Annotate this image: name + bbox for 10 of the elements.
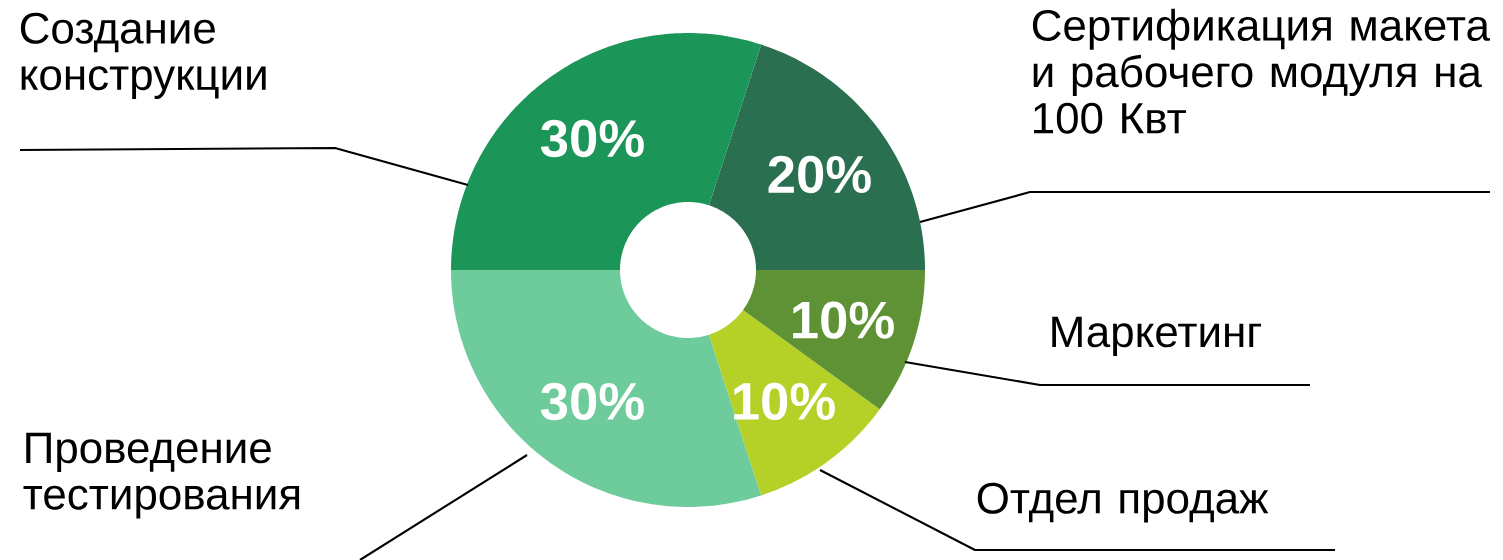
slice-label: Создание конструкции — [20, 12, 266, 99]
data-label: 30% — [540, 119, 644, 158]
slice-label: Сертификация макета и рабочего модуля на 100 Квт — [1032, 8, 1490, 134]
slice-label: Отдел продаж — [977, 482, 1269, 523]
slice-label: Проведение тестирования — [23, 432, 300, 519]
data-label: 30% — [540, 382, 644, 421]
data-label: 10% — [734, 382, 835, 421]
slice-label: Маркетинг — [1052, 316, 1262, 357]
data-label: 20% — [768, 155, 871, 194]
data-label: 10% — [793, 301, 894, 339]
